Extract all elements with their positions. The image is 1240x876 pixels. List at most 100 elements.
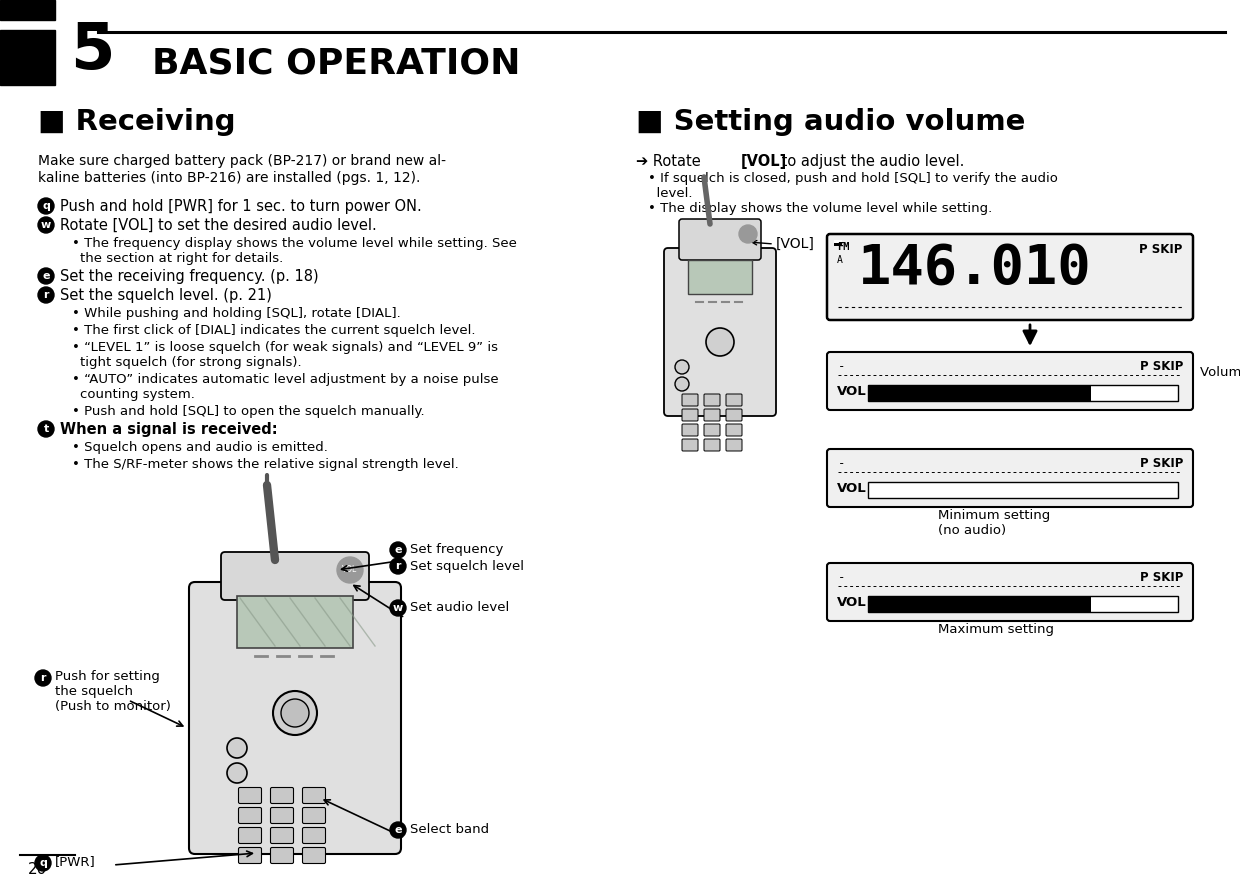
Text: A: A (837, 255, 843, 265)
FancyBboxPatch shape (303, 808, 325, 823)
Text: • The display shows the volume level while setting.: • The display shows the volume level whi… (649, 202, 992, 215)
Circle shape (675, 360, 689, 374)
Text: P SKIP: P SKIP (1138, 243, 1182, 256)
Text: r: r (40, 673, 46, 683)
FancyBboxPatch shape (827, 563, 1193, 621)
Text: -: - (838, 457, 846, 470)
Circle shape (38, 198, 55, 214)
Text: Select band: Select band (410, 823, 489, 836)
Text: • The first click of [DIAL] indicates the current squelch level.: • The first click of [DIAL] indicates th… (72, 324, 475, 337)
FancyBboxPatch shape (682, 394, 698, 406)
Text: ■ Receiving: ■ Receiving (38, 108, 236, 136)
Text: • The frequency display shows the volume level while setting. See: • The frequency display shows the volume… (72, 237, 517, 250)
Bar (868, 482, 1178, 498)
Circle shape (391, 600, 405, 616)
Text: VOL: VOL (837, 596, 867, 609)
Text: 5: 5 (69, 20, 114, 82)
Circle shape (38, 421, 55, 437)
Circle shape (35, 670, 51, 686)
Text: 146.010: 146.010 (858, 242, 1091, 295)
Circle shape (391, 822, 405, 838)
Circle shape (281, 699, 309, 727)
Text: • “AUTO” indicates automatic level adjustment by a noise pulse: • “AUTO” indicates automatic level adjus… (72, 373, 498, 386)
Text: (Push to monitor): (Push to monitor) (55, 700, 171, 713)
Text: Set squelch level: Set squelch level (410, 560, 525, 573)
FancyBboxPatch shape (682, 439, 698, 451)
FancyBboxPatch shape (238, 808, 262, 823)
Text: tight squelch (for strong signals).: tight squelch (for strong signals). (81, 356, 301, 369)
FancyBboxPatch shape (680, 219, 761, 260)
Text: • While pushing and holding [SQL], rotate [DIAL].: • While pushing and holding [SQL], rotat… (72, 307, 401, 320)
FancyBboxPatch shape (303, 828, 325, 844)
FancyBboxPatch shape (238, 788, 262, 803)
FancyBboxPatch shape (682, 409, 698, 421)
Circle shape (227, 738, 247, 758)
Circle shape (227, 763, 247, 783)
Text: [PWR]: [PWR] (55, 855, 95, 868)
Text: Set the squelch level. (p. 21): Set the squelch level. (p. 21) (60, 288, 272, 303)
Text: kaline batteries (into BP-216) are installed (pgs. 1, 12).: kaline batteries (into BP-216) are insta… (38, 171, 420, 185)
Text: VOL: VOL (342, 566, 357, 575)
FancyBboxPatch shape (725, 409, 742, 421)
Text: r: r (396, 561, 401, 571)
Text: • If squelch is closed, push and hold [SQL] to verify the audio: • If squelch is closed, push and hold [S… (649, 172, 1058, 185)
Text: q: q (42, 201, 50, 211)
Circle shape (38, 217, 55, 233)
Text: BASIC OPERATION: BASIC OPERATION (153, 46, 521, 80)
Text: w: w (41, 220, 51, 230)
Text: w: w (393, 603, 403, 613)
Text: Rotate [VOL] to set the desired audio level.: Rotate [VOL] to set the desired audio le… (60, 218, 377, 233)
Circle shape (739, 225, 756, 243)
Text: Set audio level: Set audio level (410, 601, 510, 614)
FancyBboxPatch shape (827, 449, 1193, 507)
Text: ■ Setting audio volume: ■ Setting audio volume (636, 108, 1025, 136)
Text: VOL: VOL (837, 385, 867, 398)
Text: Set frequency: Set frequency (410, 543, 503, 556)
FancyBboxPatch shape (303, 847, 325, 864)
Text: -: - (838, 571, 846, 584)
Bar (835, 240, 842, 243)
Text: • The S/RF-meter shows the relative signal strength level.: • The S/RF-meter shows the relative sign… (72, 458, 459, 471)
Text: VOL: VOL (837, 482, 867, 495)
Text: Minimum setting: Minimum setting (937, 509, 1050, 522)
Circle shape (337, 557, 363, 583)
Text: • Squelch opens and audio is emitted.: • Squelch opens and audio is emitted. (72, 441, 327, 454)
Text: level.: level. (649, 187, 692, 200)
Bar (868, 596, 1091, 612)
Text: P SKIP: P SKIP (1140, 360, 1183, 373)
FancyBboxPatch shape (725, 424, 742, 436)
FancyBboxPatch shape (704, 394, 720, 406)
Text: • “LEVEL 1” is loose squelch (for weak signals) and “LEVEL 9” is: • “LEVEL 1” is loose squelch (for weak s… (72, 341, 498, 354)
Bar (688, 260, 751, 294)
Text: Maximum setting: Maximum setting (937, 623, 1054, 636)
Text: [VOL]: [VOL] (742, 154, 787, 169)
Text: Push for setting: Push for setting (55, 670, 160, 683)
Text: ➔ Rotate: ➔ Rotate (636, 154, 706, 169)
FancyBboxPatch shape (270, 808, 294, 823)
Circle shape (38, 287, 55, 303)
Text: Set the receiving frequency. (p. 18): Set the receiving frequency. (p. 18) (60, 269, 319, 284)
FancyBboxPatch shape (827, 352, 1193, 410)
Text: (no audio): (no audio) (937, 524, 1006, 537)
Text: to adjust the audio level.: to adjust the audio level. (777, 154, 965, 169)
Text: P SKIP: P SKIP (1140, 457, 1183, 470)
Bar (868, 385, 1091, 401)
Circle shape (391, 558, 405, 574)
FancyBboxPatch shape (725, 439, 742, 451)
FancyBboxPatch shape (827, 234, 1193, 320)
Text: q: q (40, 858, 47, 868)
Text: When a signal is received:: When a signal is received: (60, 422, 278, 437)
Text: e: e (394, 825, 402, 835)
Circle shape (391, 542, 405, 558)
Circle shape (273, 691, 317, 735)
Bar (868, 596, 1178, 612)
FancyBboxPatch shape (704, 439, 720, 451)
Text: [VOL]: [VOL] (776, 237, 815, 251)
Text: FM: FM (837, 242, 849, 252)
Text: Make sure charged battery pack (BP-217) or brand new al-: Make sure charged battery pack (BP-217) … (38, 154, 446, 168)
FancyBboxPatch shape (188, 582, 401, 854)
Bar (237, 596, 353, 648)
Circle shape (706, 328, 734, 356)
Bar (868, 385, 1178, 401)
Text: r: r (43, 290, 48, 300)
